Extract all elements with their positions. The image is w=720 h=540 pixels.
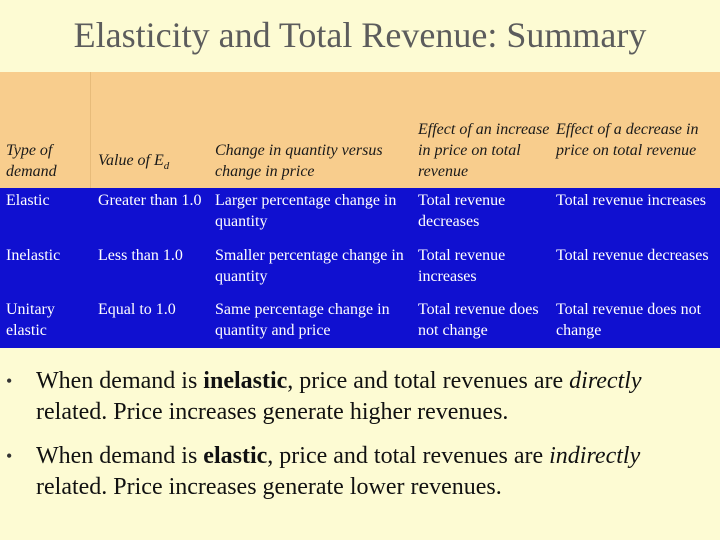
header-divider — [90, 72, 91, 188]
bullet-bold-term: elastic — [203, 443, 268, 469]
row-unitary-increase: Total revenue does not change — [418, 301, 539, 339]
header-decrease: Effect of a decrease in price on total r… — [556, 121, 699, 159]
bullet-italic-term: indirectly — [549, 443, 641, 469]
row-inelastic-change: Smaller percentage change in quantity — [215, 247, 404, 285]
summary-table: Type of demand Value of Ed Change in qua… — [0, 72, 720, 348]
bullet-icon: • — [6, 371, 13, 391]
row-inelastic-value: Less than 1.0 — [98, 247, 183, 264]
row-elastic-value: Greater than 1.0 — [98, 192, 202, 209]
row-elastic-decrease: Total revenue increases — [556, 192, 706, 209]
header-change: Change in quantity versus change in pric… — [215, 142, 383, 180]
row-inelastic-type: Inelastic — [6, 247, 61, 264]
row-elastic-change: Larger percentage change in quantity — [215, 192, 397, 230]
bullet-italic-term: directly — [569, 368, 642, 394]
bullet-item: • When demand is elastic, price and total… — [6, 441, 716, 503]
bullet-item: • When demand is inelastic, price and tot… — [6, 366, 716, 428]
row-unitary-type: Unitary elastic — [6, 301, 55, 339]
header-value-text: Value of E — [98, 152, 164, 169]
row-inelastic-decrease: Total revenue decreases — [556, 247, 709, 264]
bullet-text: , price and total revenues are — [267, 443, 550, 469]
table-header: Type of demand Value of Ed Change in qua… — [0, 72, 720, 188]
row-unitary-change: Same percentage change in quantity and p… — [215, 301, 390, 339]
header-value: Value of Ed — [98, 150, 210, 177]
bullet-text: related. Price increases generate higher… — [36, 399, 509, 425]
row-inelastic-increase: Total revenue increases — [418, 247, 506, 285]
bullet-text: When demand is — [36, 368, 204, 394]
row-unitary-value: Equal to 1.0 — [98, 301, 176, 318]
header-increase: Effect of an increase in price on total … — [418, 121, 550, 180]
header-type: Type of demand — [6, 142, 57, 180]
table-body: Elastic Greater than 1.0 Larger percenta… — [0, 188, 720, 348]
bullet-icon: • — [6, 446, 13, 466]
bullet-text: related. Price increases generate lower … — [36, 474, 502, 500]
bullet-text: , price and total revenues are — [287, 368, 570, 394]
bullet-text: When demand is — [36, 443, 204, 469]
row-unitary-decrease: Total revenue does not change — [556, 301, 702, 339]
row-elastic-type: Elastic — [6, 192, 50, 209]
header-value-subscript: d — [163, 160, 170, 173]
bullet-bold-term: inelastic — [203, 368, 288, 394]
row-elastic-increase: Total revenue decreases — [418, 192, 506, 230]
page-title: Elasticity and Total Revenue: Summary — [73, 15, 647, 55]
